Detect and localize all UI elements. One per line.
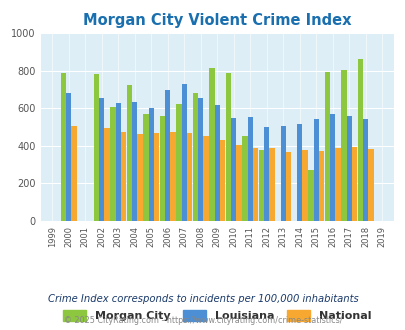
Bar (280, 126, 285, 221)
Bar (242, 137, 247, 221)
Bar (203, 136, 208, 221)
Bar (121, 132, 126, 221)
Bar (186, 133, 192, 221)
Bar (153, 133, 159, 221)
Bar (126, 85, 132, 221)
Bar (143, 114, 148, 221)
Bar (357, 59, 362, 221)
Bar (296, 124, 302, 221)
Bar (170, 132, 175, 221)
Bar (367, 149, 373, 221)
Text: Crime Index corresponds to incidents per 100,000 inhabitants: Crime Index corresponds to incidents per… (47, 294, 358, 304)
Bar (313, 119, 318, 221)
Bar (137, 134, 142, 221)
Bar (351, 147, 356, 221)
Bar (192, 93, 198, 221)
Bar (263, 127, 269, 221)
Bar (176, 104, 181, 221)
Bar (99, 98, 104, 221)
Bar (236, 145, 241, 221)
Bar (209, 68, 214, 221)
Text: © 2025 CityRating.com - https://www.cityrating.com/crime-statistics/: © 2025 CityRating.com - https://www.city… (64, 316, 341, 325)
Bar (335, 148, 340, 221)
Bar (230, 117, 236, 221)
Bar (132, 102, 137, 221)
Bar (302, 150, 307, 221)
Title: Morgan City Violent Crime Index: Morgan City Violent Crime Index (83, 13, 351, 28)
Legend: Morgan City, Louisiana, National: Morgan City, Louisiana, National (59, 306, 375, 326)
Bar (66, 93, 71, 221)
Bar (104, 128, 109, 221)
Bar (94, 74, 99, 221)
Bar (198, 98, 203, 221)
Bar (318, 151, 323, 221)
Bar (160, 116, 165, 221)
Bar (148, 108, 153, 221)
Bar (61, 73, 66, 221)
Bar (165, 90, 170, 221)
Bar (214, 105, 220, 221)
Bar (329, 114, 335, 221)
Bar (346, 116, 351, 221)
Bar (307, 170, 313, 221)
Bar (362, 119, 367, 221)
Bar (258, 149, 263, 221)
Bar (71, 126, 77, 221)
Bar (247, 117, 252, 221)
Bar (324, 72, 329, 221)
Bar (269, 148, 274, 221)
Bar (341, 70, 346, 221)
Bar (110, 107, 115, 221)
Bar (285, 152, 290, 221)
Bar (115, 103, 121, 221)
Bar (220, 140, 225, 221)
Bar (225, 73, 230, 221)
Bar (252, 148, 258, 221)
Bar (181, 84, 186, 221)
